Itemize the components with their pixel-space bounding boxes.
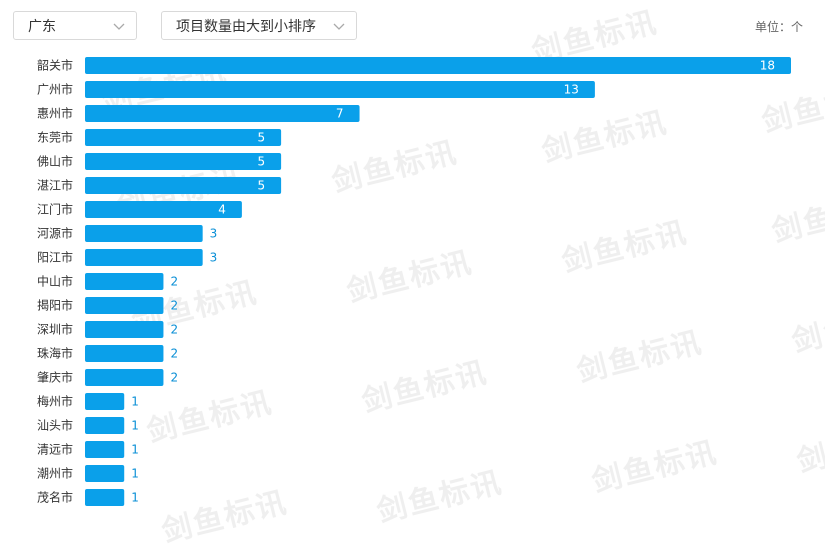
bar[interactable] bbox=[85, 345, 164, 362]
bar[interactable] bbox=[85, 369, 164, 386]
bar[interactable] bbox=[85, 81, 595, 98]
sort-select-value: 项目数量由大到小排序 bbox=[176, 18, 316, 35]
sort-select[interactable]: 项目数量由大到小排序 bbox=[161, 11, 357, 40]
data-label: 1 bbox=[131, 419, 139, 433]
region-select[interactable]: 广东 bbox=[13, 11, 137, 40]
bar[interactable] bbox=[85, 297, 164, 314]
bar[interactable] bbox=[85, 441, 125, 458]
chevron-down-icon bbox=[113, 23, 125, 30]
bar[interactable] bbox=[85, 249, 203, 266]
category-label: 清远市 bbox=[37, 442, 73, 457]
data-label: 18 bbox=[760, 59, 775, 73]
category-label: 广州市 bbox=[37, 82, 73, 97]
data-label: 5 bbox=[257, 131, 265, 145]
data-label: 2 bbox=[170, 347, 178, 361]
category-label: 东莞市 bbox=[37, 130, 73, 145]
bar[interactable] bbox=[85, 129, 282, 146]
data-label: 2 bbox=[170, 299, 178, 313]
category-label: 中山市 bbox=[37, 274, 73, 289]
data-label: 3 bbox=[210, 227, 218, 241]
category-label: 河源市 bbox=[37, 226, 73, 241]
category-label: 江门市 bbox=[37, 202, 73, 217]
data-label: 1 bbox=[131, 491, 139, 505]
data-label: 7 bbox=[336, 107, 344, 121]
chevron-down-icon bbox=[333, 23, 345, 30]
data-label: 2 bbox=[170, 371, 178, 385]
region-select-value: 广东 bbox=[28, 18, 56, 35]
data-label: 5 bbox=[257, 179, 265, 193]
data-label: 1 bbox=[131, 395, 139, 409]
category-label: 珠海市 bbox=[37, 346, 73, 361]
bar-chart: 韶关市 18 广州市 13 惠州市 7 东莞市 5 佛山市 5 湛江市 5 江门市 4 河源市 3 阳江市 3 中山… bbox=[37, 57, 791, 506]
bar[interactable] bbox=[85, 153, 282, 170]
category-label: 阳江市 bbox=[37, 250, 73, 265]
category-label: 梅州市 bbox=[37, 394, 73, 409]
category-label: 湛江市 bbox=[37, 178, 73, 193]
bar[interactable] bbox=[85, 321, 164, 338]
category-label: 深圳市 bbox=[37, 322, 73, 337]
category-label: 揭阳市 bbox=[37, 298, 73, 313]
bar[interactable] bbox=[85, 489, 125, 506]
bar[interactable] bbox=[85, 417, 125, 434]
data-label: 5 bbox=[257, 155, 265, 169]
data-label: 2 bbox=[170, 275, 178, 289]
bar[interactable] bbox=[85, 201, 242, 218]
bar[interactable] bbox=[85, 177, 282, 194]
unit-label: 单位：个 bbox=[754, 20, 803, 34]
data-label: 2 bbox=[170, 323, 178, 337]
category-label: 佛山市 bbox=[37, 154, 73, 169]
data-label: 4 bbox=[218, 203, 226, 217]
bar[interactable] bbox=[85, 225, 203, 242]
data-label: 3 bbox=[210, 251, 218, 265]
data-label: 1 bbox=[131, 467, 139, 481]
bar[interactable] bbox=[85, 393, 125, 410]
data-label: 1 bbox=[131, 443, 139, 457]
bar[interactable] bbox=[85, 57, 791, 74]
category-label: 肇庆市 bbox=[37, 370, 73, 385]
category-label: 惠州市 bbox=[37, 106, 73, 121]
category-label: 韶关市 bbox=[37, 58, 73, 73]
data-label: 13 bbox=[564, 83, 579, 97]
category-label: 茂名市 bbox=[37, 490, 73, 505]
category-label: 潮州市 bbox=[37, 466, 73, 481]
category-label: 汕头市 bbox=[37, 418, 73, 433]
bar[interactable] bbox=[85, 465, 125, 482]
bar[interactable] bbox=[85, 105, 360, 122]
bar[interactable] bbox=[85, 273, 164, 290]
